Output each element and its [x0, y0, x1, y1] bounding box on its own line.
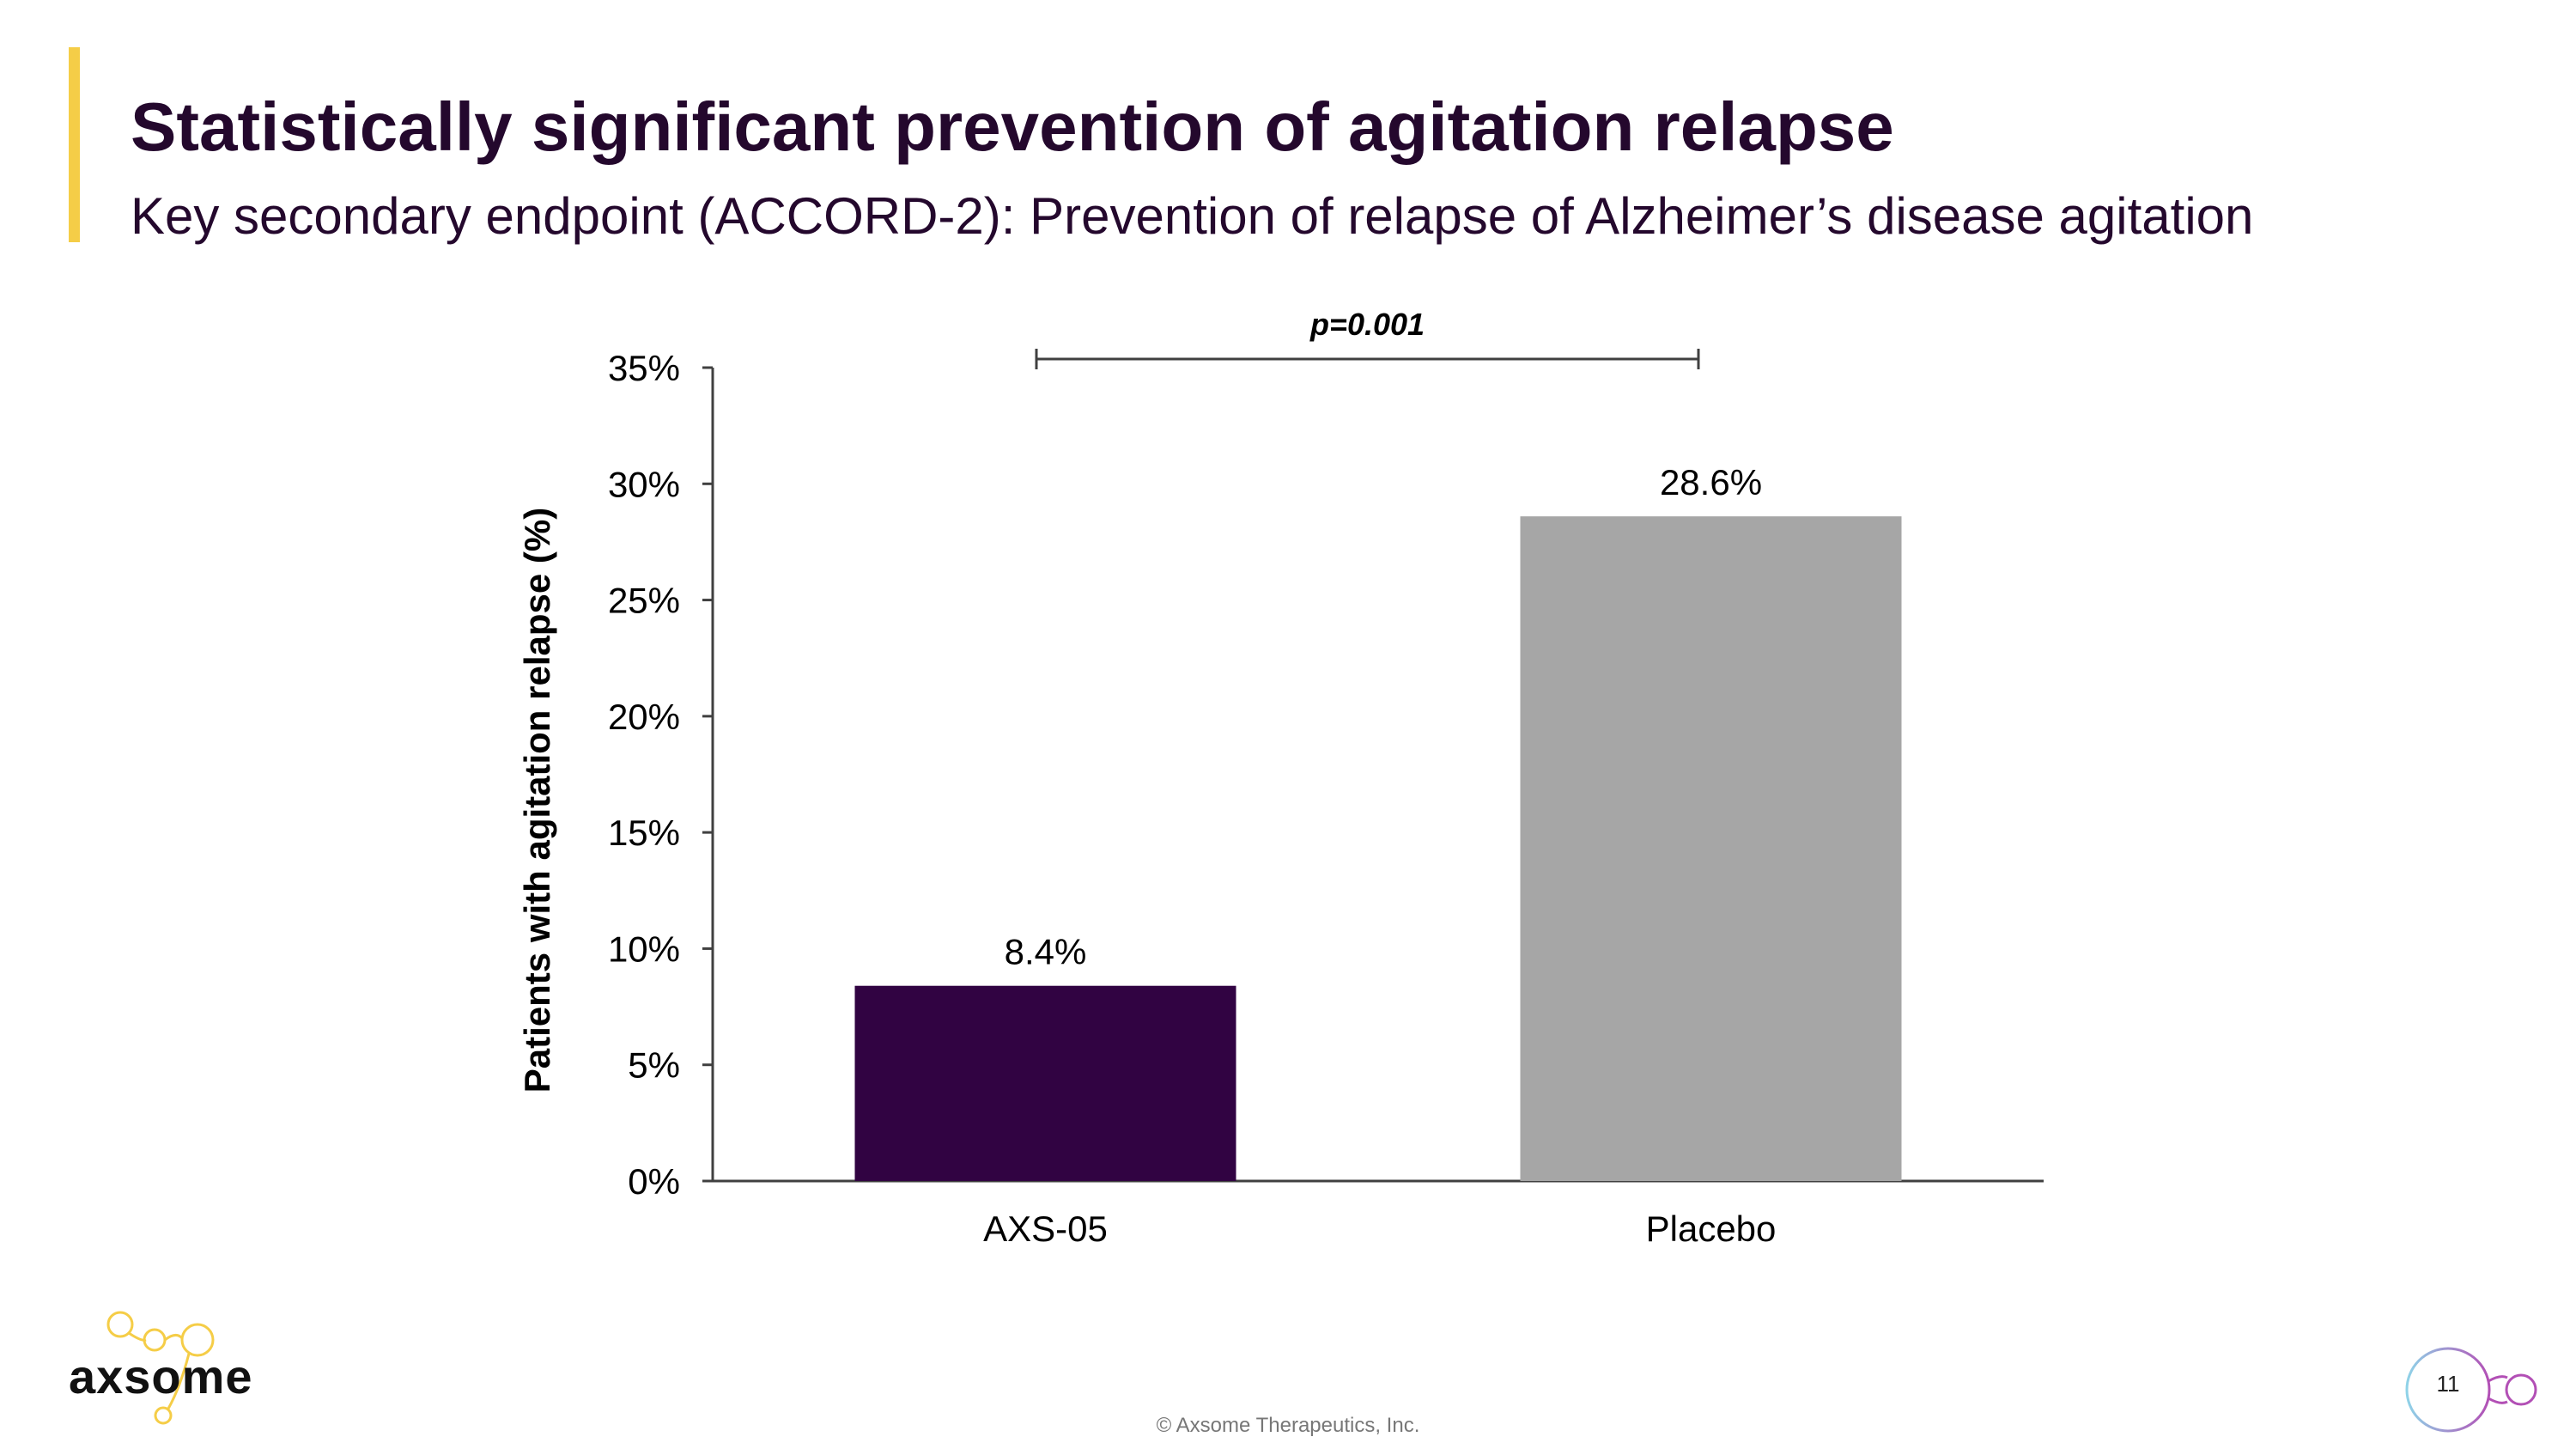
chart-bars	[854, 516, 1902, 1181]
y-tick-label: 30%	[608, 464, 680, 504]
y-tick-label: 5%	[628, 1045, 680, 1086]
x-tick-label: AXS-05	[983, 1209, 1108, 1249]
y-tick-label: 35%	[608, 348, 680, 388]
x-tick-label: Placebo	[1646, 1209, 1777, 1249]
accent-bar	[69, 47, 80, 242]
y-tick-label: 10%	[608, 928, 680, 969]
bar-placebo	[1520, 516, 1902, 1181]
slide-title: Statistically significant prevention of …	[131, 88, 1894, 165]
y-tick-label: 15%	[608, 813, 680, 853]
page-number: 11	[2436, 1371, 2460, 1397]
y-tick-label: 0%	[628, 1161, 680, 1202]
logo-molecule-icon	[106, 1311, 215, 1425]
data-label: 28.6%	[1660, 462, 1762, 502]
y-axis-label: Patients with agitation relapse (%)	[517, 508, 557, 1093]
y-tick-label: 20%	[608, 697, 680, 737]
data-label: 8.4%	[1005, 932, 1087, 972]
p-value-annotation: p=0.001	[1309, 307, 1425, 342]
axsome-logo: axsome	[60, 1306, 283, 1434]
bar-axs-05	[854, 985, 1236, 1181]
badge-ring-icon	[2405, 1347, 2537, 1433]
slide-subtitle: Key secondary endpoint (ACCORD-2): Preve…	[131, 187, 2254, 245]
y-tick-label: 25%	[608, 581, 680, 621]
copyright: © Axsome Therapeutics, Inc.	[1156, 1414, 1420, 1437]
page-number-badge: 11	[2387, 1340, 2542, 1434]
chart-labels: 0% 5% 10% 15% 20% 25% 30% 35% Patients with agit…	[517, 307, 1776, 1249]
logo-text: axsome	[69, 1349, 253, 1403]
